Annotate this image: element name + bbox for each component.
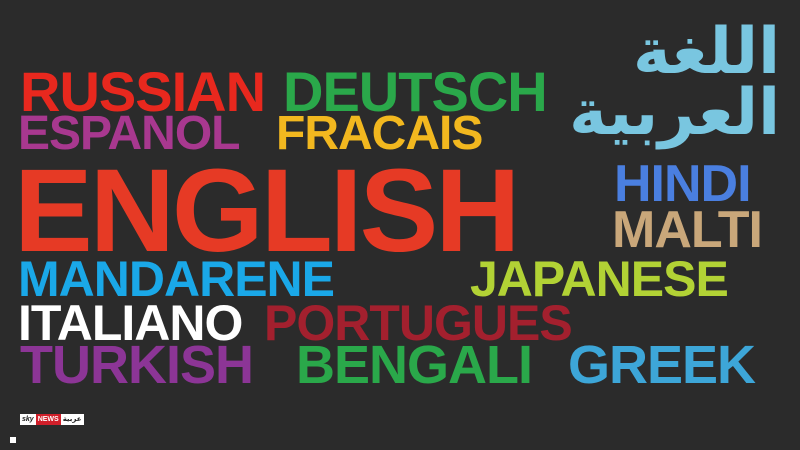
corner-square-icon bbox=[10, 437, 16, 443]
word-english: ENGLISH bbox=[14, 145, 520, 277]
word-greek: GREEK bbox=[568, 335, 756, 395]
logo-sky-text: sky bbox=[20, 414, 36, 425]
word-mandarene: MANDARENE bbox=[18, 251, 335, 307]
word-bengali: BENGALI bbox=[296, 335, 533, 395]
word-arabic: اللغة العربية bbox=[569, 15, 780, 150]
sky-news-arabia-logo: sky NEWS عربية bbox=[20, 414, 84, 425]
word-italiano: ITALIANO bbox=[18, 295, 243, 351]
word-japanese: JAPANESE bbox=[470, 251, 729, 307]
word-russian: RUSSIAN bbox=[20, 60, 266, 123]
word-arabic-line2: العربية bbox=[569, 75, 780, 150]
logo-arabic-text: عربية bbox=[60, 414, 84, 425]
logo-news-text: NEWS bbox=[35, 414, 61, 425]
word-arabic-line1: اللغة bbox=[632, 15, 780, 89]
word-portugues: PORTUGUES bbox=[264, 295, 573, 351]
word-hindi: HINDI bbox=[614, 155, 752, 213]
word-turkish: TURKISH bbox=[20, 335, 254, 395]
word-deutsch: DEUTSCH bbox=[283, 60, 548, 123]
word-fracais: FRACAIS bbox=[276, 107, 483, 160]
word-espanol: ESPANOL bbox=[18, 107, 240, 160]
word-malti: MALTI bbox=[612, 201, 763, 259]
